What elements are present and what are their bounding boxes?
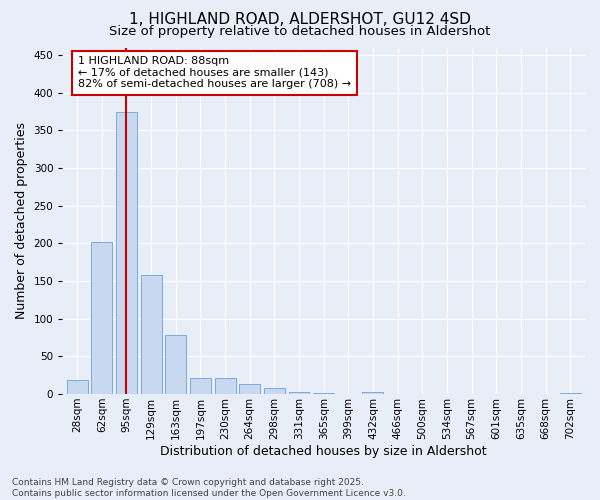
Bar: [67, 380, 88, 394]
Text: Contains HM Land Registry data © Crown copyright and database right 2025.
Contai: Contains HM Land Registry data © Crown c…: [12, 478, 406, 498]
Y-axis label: Number of detached properties: Number of detached properties: [15, 122, 28, 320]
Bar: [560, 392, 581, 394]
X-axis label: Distribution of detached houses by size in Aldershot: Distribution of detached houses by size …: [160, 444, 487, 458]
Bar: [289, 392, 310, 394]
Bar: [91, 242, 112, 394]
Bar: [215, 378, 236, 394]
Bar: [190, 378, 211, 394]
Text: Size of property relative to detached houses in Aldershot: Size of property relative to detached ho…: [109, 25, 491, 38]
Text: 1, HIGHLAND ROAD, ALDERSHOT, GU12 4SD: 1, HIGHLAND ROAD, ALDERSHOT, GU12 4SD: [129, 12, 471, 28]
Bar: [362, 392, 383, 394]
Bar: [140, 275, 161, 394]
Bar: [264, 388, 285, 394]
Bar: [165, 336, 186, 394]
Title: 1, HIGHLAND ROAD, ALDERSHOT, GU12 4SD
Size of property relative to detached hous: 1, HIGHLAND ROAD, ALDERSHOT, GU12 4SD Si…: [0, 499, 1, 500]
Bar: [239, 384, 260, 394]
Text: 1 HIGHLAND ROAD: 88sqm
← 17% of detached houses are smaller (143)
82% of semi-de: 1 HIGHLAND ROAD: 88sqm ← 17% of detached…: [78, 56, 351, 90]
Bar: [116, 112, 137, 394]
